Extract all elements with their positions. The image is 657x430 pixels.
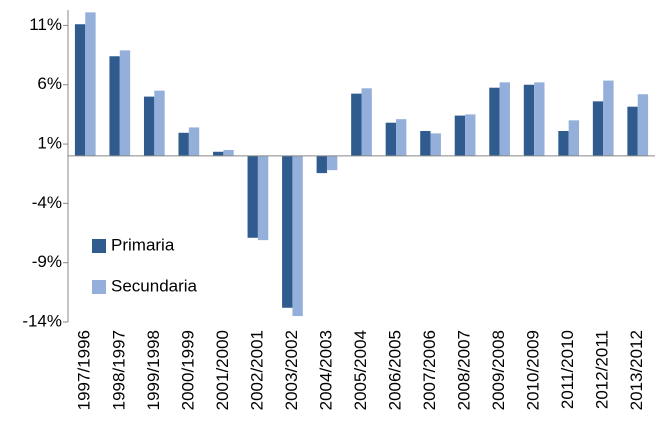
y-tick-label: 6% [37,74,62,93]
y-tick-label: 1% [37,134,62,153]
bar [351,93,362,156]
bar [396,119,407,156]
bar [316,155,327,174]
x-tick-label: 2009/2008 [489,330,508,410]
bar [568,120,580,156]
x-tick-label: 2005/2004 [351,330,370,410]
bar [592,101,604,156]
x-tick-label: 2012/2011 [593,330,612,409]
bar [326,155,338,171]
bar [489,87,500,156]
bar [558,131,569,156]
bar [188,127,200,156]
x-tick-label: 2004/2003 [316,330,335,410]
bar [420,131,431,156]
bar [213,151,224,156]
bar [85,12,96,156]
bar [109,56,120,156]
legend-swatch [92,280,106,294]
x-tick-label: 1998/1997 [109,330,128,410]
x-tick-label: 2000/1999 [178,330,197,410]
y-tick-label: -4% [32,193,62,212]
bar [119,50,131,156]
x-tick-label: 2013/2012 [627,330,646,410]
bar [154,90,165,156]
bar [534,82,545,156]
bar [523,84,535,156]
bar [499,82,510,156]
x-tick-label: 2008/2007 [455,330,474,410]
x-tick-label: 2001/2000 [213,330,232,410]
y-tick-label: -9% [32,252,62,271]
x-tick-label: 2006/2005 [386,330,405,410]
bar [247,155,258,238]
y-tick-label: -14% [22,311,62,330]
legend-label: Secundaria [111,276,198,295]
bar [385,122,397,156]
x-tick-label: 2010/2009 [524,330,543,410]
legend-swatch [92,239,106,253]
x-tick-label: 1999/1998 [144,330,163,410]
x-tick-label: 2002/2001 [247,330,266,410]
bar [627,106,638,156]
bar [292,155,303,317]
x-tick-label: 1997/1996 [75,330,94,410]
bar [178,132,189,156]
bar [143,96,155,156]
bar [223,149,234,156]
bar [603,80,614,156]
legend-label: Primaria [111,235,175,254]
bar [430,133,441,156]
bar [465,114,476,156]
y-tick-label: 11% [29,15,62,34]
x-tick-label: 2007/2006 [420,330,439,410]
bar [282,155,293,308]
bar [637,94,649,156]
bar [454,115,466,156]
x-tick-label: 2003/2002 [282,330,301,410]
x-tick-label: 2011/2010 [558,330,577,409]
bar [361,88,372,156]
bar [74,24,86,156]
bar [257,155,269,241]
